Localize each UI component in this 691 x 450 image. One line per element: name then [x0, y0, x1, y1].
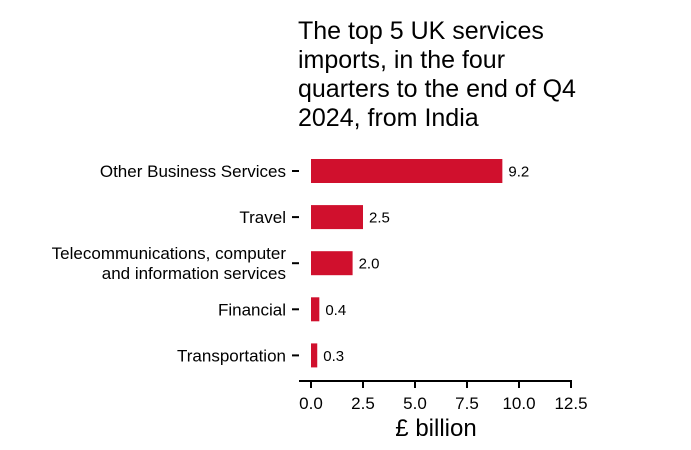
category-label: Telecommunications, computer [52, 244, 287, 263]
title-line: The top 5 UK services [298, 17, 544, 45]
data-label: 9.2 [508, 164, 529, 181]
bar [311, 159, 503, 183]
x-tick-label: 7.5 [455, 394, 479, 413]
bar [311, 251, 353, 276]
category-label: Travel [239, 208, 286, 227]
bar [311, 343, 318, 368]
title-line: 2024, from India [298, 104, 479, 132]
x-tick-label: 12.5 [554, 394, 587, 413]
category-labels: Other Business Services Travel Telecommuni… [52, 162, 287, 365]
data-label: 2.5 [369, 210, 390, 227]
data-label: 2.0 [359, 256, 380, 273]
x-axis-title: £ billion [395, 415, 476, 442]
x-axis: 0.0 2.5 5.0 7.5 10.0 12.5 [299, 380, 588, 413]
bar [311, 297, 320, 322]
data-labels: 9.2 2.5 2.0 0.4 0.3 [323, 164, 529, 365]
x-tick-label: 2.5 [351, 394, 375, 413]
bar [311, 205, 363, 230]
x-tick-label: 5.0 [403, 394, 427, 413]
title-line: imports, in the four [298, 46, 505, 74]
title-line: quarters to the end of Q4 [298, 75, 576, 103]
category-label: and information services [102, 264, 286, 283]
category-ticks [292, 170, 299, 357]
category-label: Transportation [177, 346, 286, 365]
data-label: 0.3 [323, 348, 344, 365]
x-tick-label: 10.0 [502, 394, 535, 413]
bars [311, 159, 503, 368]
data-label: 0.4 [325, 302, 346, 319]
category-label: Other Business Services [100, 162, 286, 181]
x-tick-label: 0.0 [299, 394, 323, 413]
category-label: Financial [218, 300, 286, 319]
